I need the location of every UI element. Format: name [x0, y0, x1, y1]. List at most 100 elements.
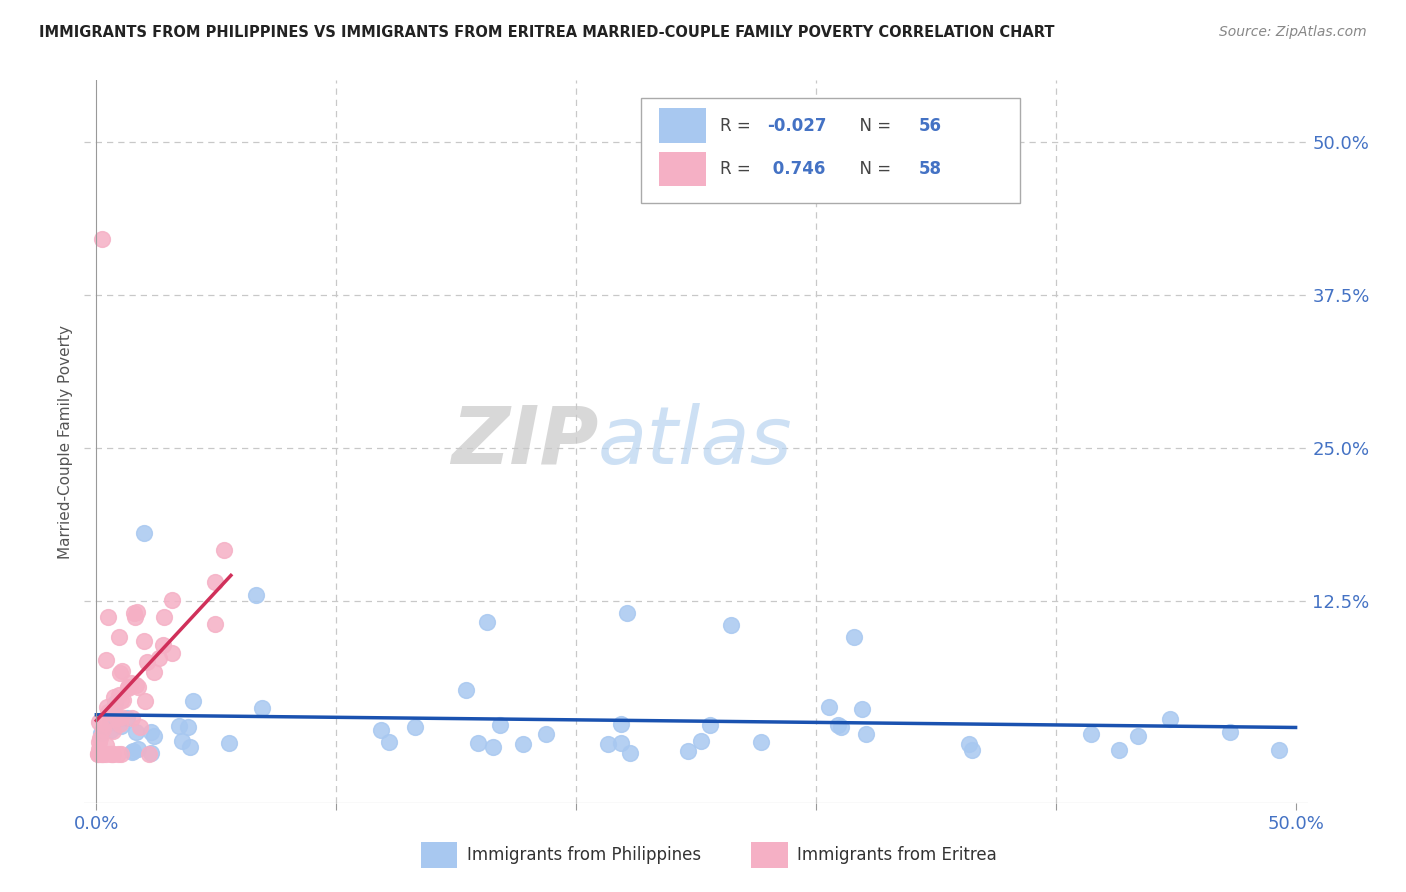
Point: [1128, 729, 1150, 743]
Point: [96, 747, 118, 761]
Point: [132, 634, 155, 648]
Point: [110, 693, 132, 707]
Point: [103, 690, 125, 705]
Point: [134, 694, 156, 708]
Point: [110, 665, 132, 680]
Point: [110, 664, 132, 678]
Point: [818, 699, 841, 714]
Text: 58: 58: [918, 161, 942, 178]
Point: [96, 653, 118, 667]
Point: [139, 747, 162, 761]
Point: [121, 745, 143, 759]
Text: R =: R =: [720, 161, 756, 178]
Point: [1267, 743, 1289, 757]
Point: [97, 610, 120, 624]
Point: [132, 526, 155, 541]
Point: [370, 723, 392, 737]
Point: [534, 727, 557, 741]
Point: [86, 747, 108, 761]
Point: [204, 617, 226, 632]
Point: [720, 618, 742, 632]
Point: [139, 724, 162, 739]
Point: [250, 701, 273, 715]
Point: [110, 747, 132, 761]
Point: [148, 650, 170, 665]
Point: [89, 731, 111, 746]
Point: [1108, 742, 1130, 756]
Point: [218, 736, 240, 750]
Text: ZIP: ZIP: [451, 402, 598, 481]
Point: [610, 736, 633, 750]
Point: [111, 693, 134, 707]
Point: [89, 715, 111, 730]
Point: [122, 744, 145, 758]
Point: [90, 747, 112, 761]
Point: [181, 694, 204, 708]
Point: [97, 705, 120, 719]
Point: [122, 606, 145, 620]
Point: [482, 740, 505, 755]
Point: [245, 588, 267, 602]
Point: [87, 741, 110, 756]
Point: [127, 681, 149, 695]
Point: [117, 680, 139, 694]
Text: Immigrants from Eritrea: Immigrants from Eritrea: [797, 846, 997, 863]
Point: [1219, 724, 1241, 739]
Point: [830, 720, 852, 734]
Point: [101, 724, 124, 739]
Text: R =: R =: [720, 117, 756, 135]
Point: [110, 719, 132, 733]
Point: [851, 701, 873, 715]
Point: [100, 747, 122, 761]
Point: [596, 737, 619, 751]
Point: [172, 733, 194, 747]
Text: -0.027: -0.027: [766, 117, 827, 135]
Bar: [659, 109, 706, 143]
Text: 56: 56: [918, 117, 942, 135]
Point: [103, 705, 125, 719]
Point: [1159, 712, 1181, 726]
Text: N =: N =: [849, 161, 896, 178]
Point: [676, 744, 699, 758]
Point: [136, 655, 159, 669]
Point: [110, 709, 132, 723]
Point: [699, 718, 721, 732]
Point: [107, 711, 129, 725]
Point: [960, 743, 983, 757]
Point: [169, 719, 191, 733]
Point: [855, 727, 877, 741]
Point: [104, 696, 127, 710]
Point: [619, 746, 641, 760]
Point: [749, 735, 772, 749]
Point: [124, 610, 146, 624]
Point: [143, 665, 166, 680]
Text: Immigrants from Philippines: Immigrants from Philippines: [467, 846, 702, 863]
Y-axis label: Married-Couple Family Poverty: Married-Couple Family Poverty: [58, 325, 73, 558]
Point: [214, 543, 236, 558]
Point: [90, 232, 112, 246]
Point: [177, 720, 200, 734]
Point: [404, 720, 426, 734]
Point: [94, 715, 117, 730]
Point: [127, 741, 149, 756]
Point: [489, 718, 512, 732]
Point: [129, 720, 152, 734]
Point: [512, 738, 534, 752]
Point: [87, 735, 110, 749]
Bar: [641, 98, 1021, 203]
Point: [108, 688, 131, 702]
Point: [377, 735, 399, 749]
Text: 0.746: 0.746: [766, 161, 825, 178]
Text: Source: ZipAtlas.com: Source: ZipAtlas.com: [1219, 25, 1367, 39]
Point: [91, 747, 114, 761]
Point: [125, 606, 148, 620]
Point: [138, 747, 160, 761]
Point: [90, 726, 112, 740]
Point: [610, 717, 633, 731]
Point: [204, 574, 226, 589]
Point: [125, 725, 148, 739]
Point: [98, 715, 121, 730]
Point: [101, 747, 124, 761]
Point: [827, 717, 849, 731]
Text: atlas: atlas: [598, 402, 793, 481]
